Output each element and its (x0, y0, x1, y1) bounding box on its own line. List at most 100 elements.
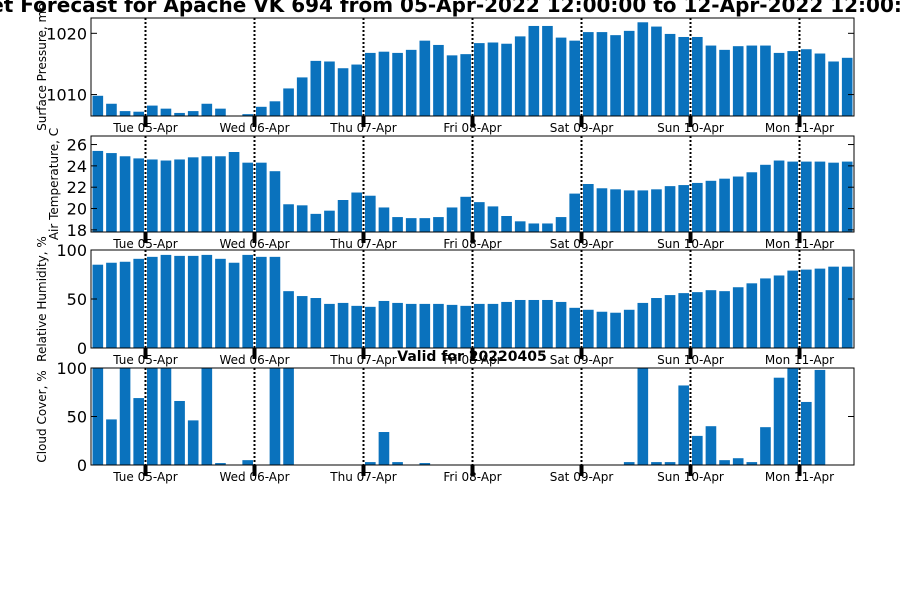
bar (760, 45, 771, 117)
bar (147, 368, 158, 465)
bar (119, 368, 131, 465)
day-label: Mon 11-Apr (765, 237, 834, 251)
bar (637, 22, 649, 116)
bar (133, 158, 145, 232)
day-label: Sat 09-Apr (550, 353, 614, 367)
bar (664, 295, 676, 348)
bar (174, 159, 185, 232)
bar (242, 162, 254, 232)
bar (487, 42, 499, 116)
bar (242, 254, 254, 348)
bar (787, 161, 799, 232)
bar (692, 292, 703, 348)
bar (542, 25, 553, 116)
bar (773, 377, 785, 465)
bar (296, 205, 308, 232)
y-tick-label: 24 (67, 157, 87, 176)
bar (256, 162, 267, 232)
bar (773, 52, 785, 116)
bar (746, 45, 758, 117)
bar (133, 258, 145, 348)
bar (514, 221, 526, 232)
bar (760, 278, 771, 348)
day-label: Sun 10-Apr (657, 470, 724, 484)
bar (119, 111, 131, 116)
day-label: Fri 08-Apr (443, 353, 501, 367)
y-tick-label: 0 (77, 339, 87, 358)
bar (405, 303, 417, 348)
bar (256, 256, 267, 348)
bar (365, 306, 376, 348)
bar (719, 291, 730, 348)
bar (801, 161, 812, 232)
bar (474, 43, 485, 116)
bar (637, 302, 649, 348)
bar (92, 150, 104, 232)
bar (433, 44, 444, 117)
y-axis-label: Relative Humidity, % (35, 236, 49, 362)
bar (296, 296, 308, 348)
bar (147, 159, 158, 232)
bar (174, 255, 185, 348)
bar (692, 182, 703, 232)
y-tick-label: 50 (67, 408, 87, 427)
bar (133, 398, 145, 465)
bar (501, 43, 512, 117)
y-tick-label: 26 (67, 136, 87, 155)
y-tick-label: 50 (67, 290, 87, 309)
bar (283, 291, 294, 348)
day-label: Thu 07-Apr (329, 353, 397, 367)
bar (746, 283, 758, 348)
bar (337, 302, 349, 348)
bar (569, 40, 581, 116)
bar (583, 32, 594, 117)
bar (583, 184, 594, 232)
y-tick-label: 22 (67, 178, 87, 197)
bar (528, 299, 540, 348)
bar (446, 55, 458, 116)
bar (351, 64, 363, 116)
bar (269, 368, 281, 465)
bar (174, 112, 185, 116)
bar (760, 427, 771, 465)
bar (705, 45, 717, 117)
bar (187, 255, 199, 348)
bar (610, 312, 621, 348)
bar (501, 301, 512, 348)
day-label: Sat 09-Apr (550, 237, 614, 251)
bar (446, 207, 458, 232)
bar (460, 305, 472, 348)
bar (106, 419, 117, 465)
bar (269, 101, 281, 116)
bar (392, 52, 403, 116)
bar (487, 303, 499, 348)
bar (378, 207, 390, 232)
bar (828, 266, 839, 348)
bar (664, 33, 676, 116)
bar (283, 88, 294, 116)
bar (106, 153, 117, 232)
bar (787, 51, 799, 116)
y-tick-label: 20 (67, 200, 87, 219)
day-label: Thu 07-Apr (329, 121, 397, 135)
bar (365, 462, 376, 465)
bar (678, 36, 690, 116)
bar (760, 164, 771, 232)
bar (719, 460, 730, 465)
bar (596, 188, 608, 232)
day-label: Fri 08-Apr (443, 470, 501, 484)
bar (324, 303, 335, 348)
bar (351, 305, 363, 348)
bar (283, 368, 294, 465)
day-label: Mon 11-Apr (765, 470, 834, 484)
bar (228, 152, 240, 232)
day-label: Tue 05-Apr (112, 237, 177, 251)
bar (187, 111, 199, 116)
day-label: Thu 07-Apr (329, 470, 397, 484)
bar (569, 307, 581, 348)
bar (174, 400, 185, 465)
y-tick-label: 100 (56, 359, 87, 378)
bar (787, 270, 799, 348)
bar (692, 36, 703, 116)
